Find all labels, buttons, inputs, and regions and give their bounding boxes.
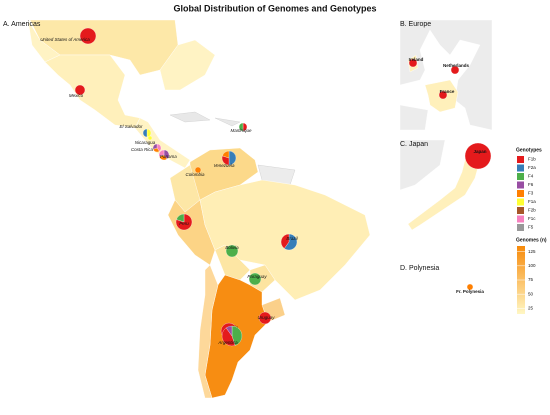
place-label: Nicaragua: [135, 140, 156, 145]
pie-chart: [464, 142, 492, 170]
pie-slice: [280, 233, 290, 249]
pie-slice: [142, 128, 148, 138]
place-label: Venezuela: [213, 163, 235, 168]
pie-slice: [176, 213, 185, 223]
legend-label: F6: [528, 182, 534, 187]
legend-swatch: [517, 224, 524, 231]
place-label: Mexico: [69, 93, 84, 98]
place-label: Bolivia: [225, 245, 239, 250]
place-label: Costa Rica: [131, 147, 154, 152]
pie-slice: [238, 122, 244, 132]
place-label: El Salvador: [119, 124, 143, 129]
tick-label: 25: [528, 306, 534, 311]
panel-label: C. Japan: [400, 141, 428, 148]
legend-swatch: [517, 156, 524, 163]
pie-slice: [225, 244, 239, 258]
legend: Genotypes F1b F2a F4 F6 F3 F1a F2b F1c F5 Genomes …: [516, 147, 547, 314]
pie-slice: [466, 283, 474, 291]
legend-swatch: [517, 207, 524, 214]
legend-swatch: [517, 173, 524, 180]
place-label: Paraguay: [247, 274, 267, 279]
pie-slice: [74, 84, 86, 96]
pie-slice: [221, 327, 236, 347]
pie-chart: [438, 90, 448, 100]
place-label: United States of America: [40, 37, 90, 42]
place-label: France: [440, 89, 455, 94]
legend-label: F1c: [528, 216, 536, 221]
pie-chart: [79, 27, 97, 45]
pie-chart: [258, 311, 272, 325]
pie-slice: [79, 27, 97, 45]
pie-slice: [231, 325, 243, 346]
pie-chart: [152, 143, 162, 153]
pie-slice: [228, 150, 237, 166]
tick-label: 75: [528, 277, 534, 282]
place-label: Fr. Polynesia: [456, 289, 484, 294]
pie-slice: [225, 325, 233, 337]
pie-slice: [438, 90, 448, 100]
pie-slice: [222, 150, 230, 159]
pie-chart: [142, 128, 152, 138]
place-label: Ireland: [409, 57, 424, 62]
pie-slice: [464, 142, 492, 170]
americas-map: [27, 19, 371, 399]
legend-label: F1b: [528, 157, 536, 162]
legend-swatch: [517, 198, 524, 206]
figure-title: Global Distribution of Genomes and Genot…: [173, 3, 376, 13]
legend-label: F1a: [528, 199, 536, 204]
pie-chart: [158, 149, 170, 161]
place-label: Argentina: [217, 340, 238, 345]
place-label: Uruguay: [257, 315, 275, 320]
pie-slice: [450, 65, 460, 75]
legend-title: Genotypes: [516, 147, 542, 153]
pie-chart: [466, 283, 474, 291]
pie-chart: [408, 58, 418, 68]
pie-chart: [280, 233, 298, 251]
europe-map: [399, 19, 493, 131]
legend-label: F4: [528, 174, 534, 179]
pie-chart: [221, 150, 237, 166]
place-label: Martinique: [230, 128, 252, 133]
pie-slice: [194, 166, 202, 174]
pie-chart: [175, 213, 193, 231]
pie-chart: [248, 272, 262, 286]
legend-label: F5: [528, 225, 534, 230]
place-label: Peru: [179, 221, 189, 226]
pie-slice: [147, 135, 153, 141]
legend-swatch: [517, 181, 524, 189]
panel-label: A. Americas: [3, 21, 41, 28]
pie-slice: [175, 213, 193, 231]
pie-chart: [221, 325, 243, 347]
legend-title: Genomes (n): [516, 237, 547, 243]
pie-slice: [284, 233, 298, 251]
tick-label: 100: [528, 263, 536, 268]
legend-label: F2b: [528, 208, 536, 213]
tick-label: 50: [528, 291, 534, 296]
pie-slice: [408, 58, 418, 68]
legend-label: F3: [528, 191, 534, 196]
panel-label: B. Europe: [400, 21, 431, 28]
panel-label: D. Polynesia: [400, 265, 439, 272]
legend-swatch: [517, 215, 524, 223]
place-label: Brazil: [286, 236, 298, 241]
pie-slice: [248, 272, 262, 286]
pie-slice: [258, 311, 272, 325]
place-label: Netherlands: [443, 63, 470, 68]
pie-chart: [147, 135, 153, 141]
legend-swatch: [517, 164, 524, 172]
pie-chart: [238, 122, 248, 132]
legend-label: F2a: [528, 165, 536, 170]
pie-slice: [152, 143, 158, 150]
tick-label: 125: [528, 249, 536, 254]
pie-chart: [194, 166, 202, 174]
pie-chart: [74, 84, 86, 96]
place-label: Japan: [473, 149, 486, 154]
legend-swatch: [517, 190, 524, 197]
pie-chart: [450, 65, 460, 75]
place-label: Colombia: [185, 172, 205, 177]
pie-chart: [225, 244, 239, 258]
place-label: Panama: [160, 154, 177, 159]
pie-slice: [158, 149, 165, 157]
